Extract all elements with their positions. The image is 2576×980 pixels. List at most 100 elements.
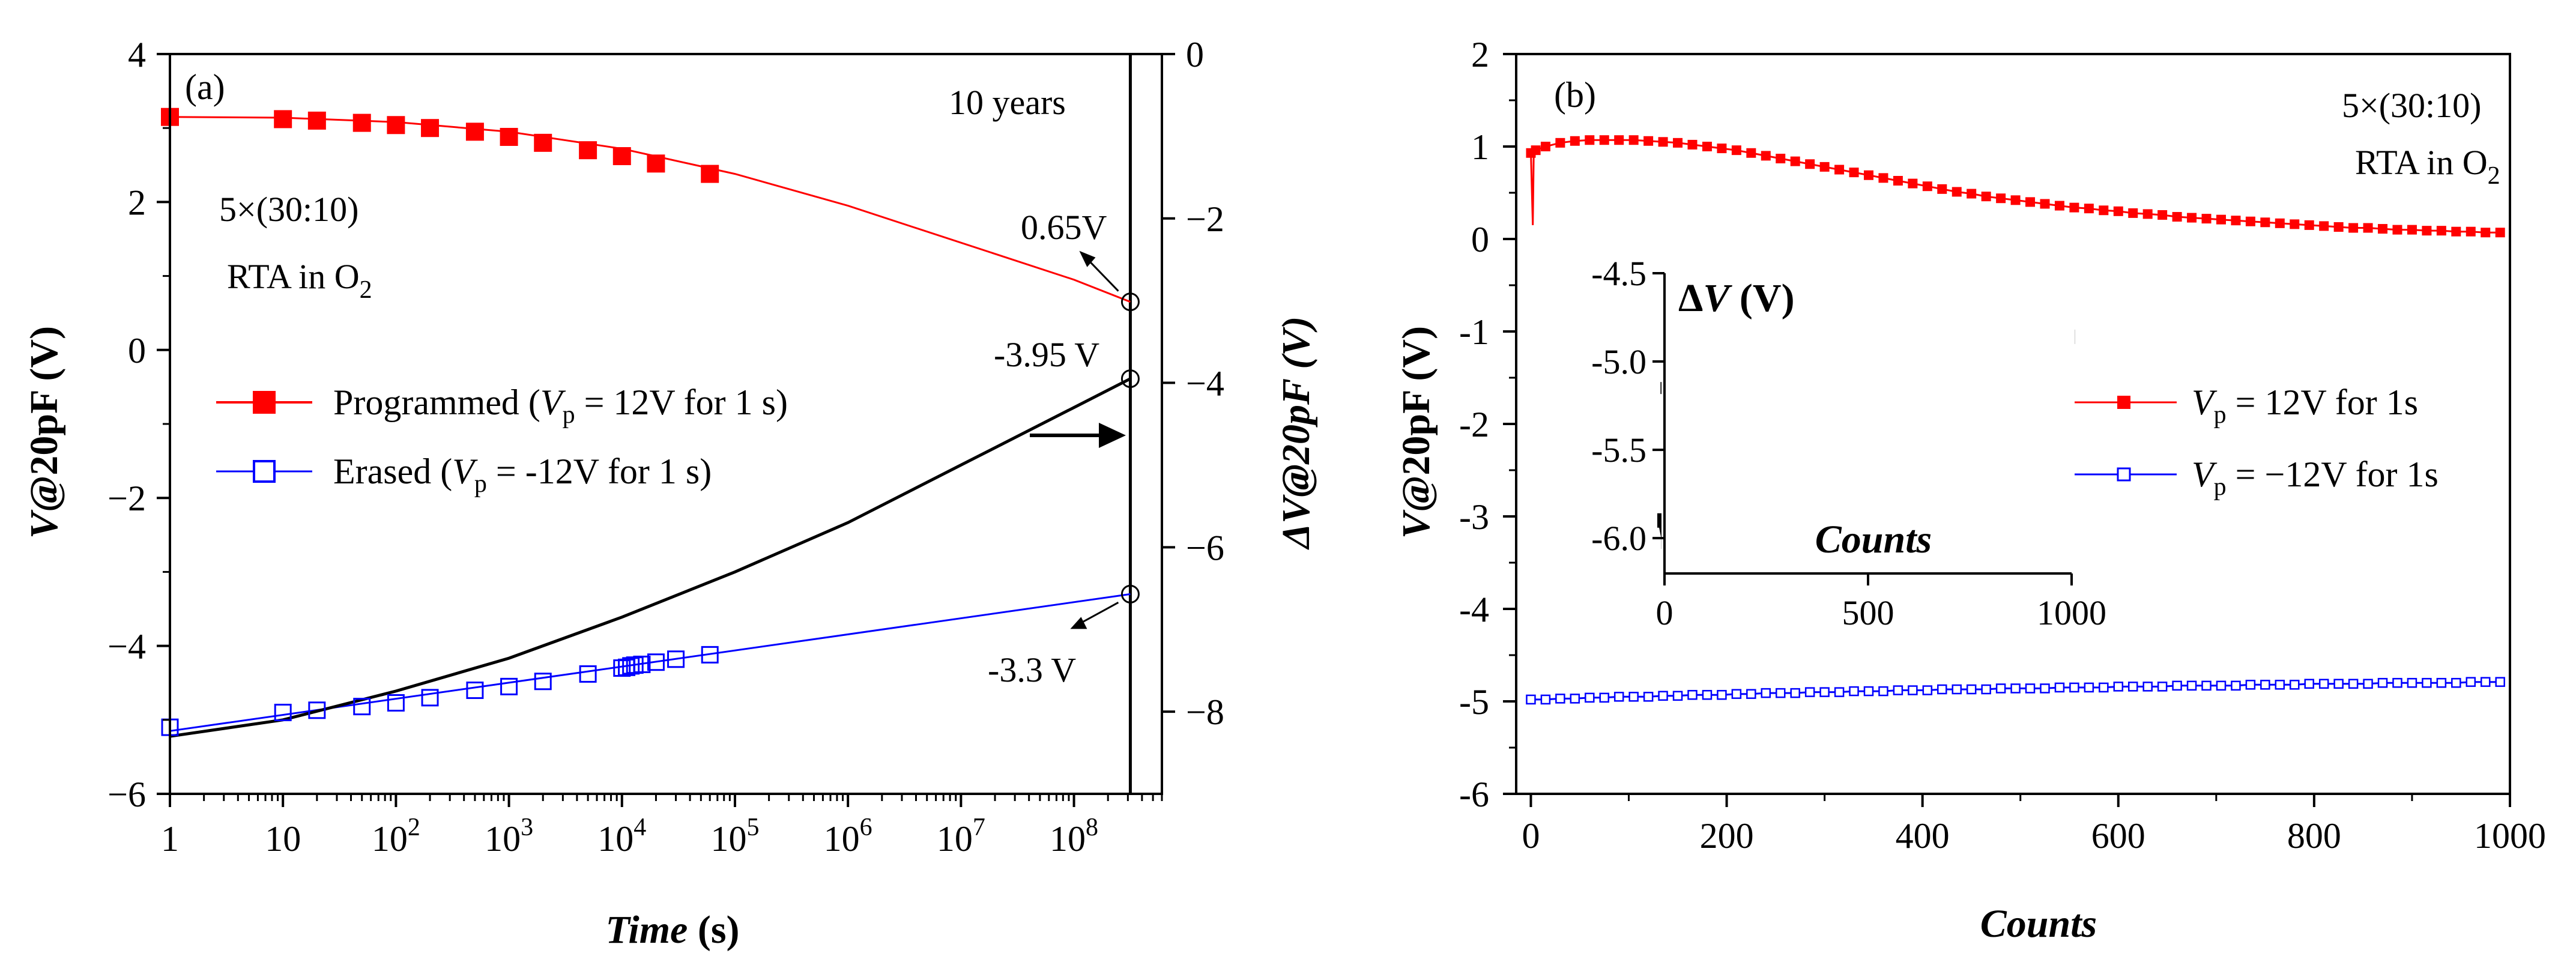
panel-b-point-programmed [1790,156,1800,166]
legend-a-erased-text-3: = -12V for 1 s) [487,452,712,491]
panel-b-point-programmed [1673,138,1683,148]
panel-b-y-tick-label: 2 [1471,35,1489,74]
panel-b-point-erased [2216,680,2227,691]
panel-b-point-programmed [2378,224,2388,234]
panel-a-right-y-axis-title: ΔV@20pF (V) [1274,316,1318,551]
panel-a-window-end-label: -3.95 V [994,335,1099,374]
panel-b-point-erased [1995,683,2006,694]
panel-b-point-erased [1687,689,1698,700]
panel-b-point-programmed [1628,135,1639,145]
panel-a-rta-text: RTA in O [227,257,360,296]
panel-a-x-tick-exp: 3 [521,814,533,841]
panel-a-axis-arrowhead [1099,423,1126,448]
panel-b-point-erased [1922,685,1933,695]
panel-b-point-programmed [1805,159,1815,169]
panel-b-point-programmed [1981,192,1991,202]
panel-b-point-programmed [2231,216,2241,226]
panel-b-point-programmed [2422,226,2432,236]
inset-y-tick-label: -5.5 [1591,431,1646,470]
panel-a-x-tick-base: 10 [265,819,301,859]
panel-b-point-programmed [1531,145,1541,156]
panel-b-point-erased [2363,679,2373,689]
panel-b-point-erased [1878,686,1888,697]
panel-b-point-programmed [1878,173,1888,183]
panel-b-point-programmed [1702,142,1712,151]
legend-a-programmed-text-2: p [563,401,575,429]
panel-b-point-erased [1893,685,1903,695]
panel-b-point-programmed [2245,216,2255,226]
panel-b-point-erased [1570,694,1580,704]
panel-a-fit-programmed [169,116,1131,303]
legend-b-erased-text-0: V [2192,455,2218,494]
panel-a-x-tick-label: 103 [485,814,533,859]
legend-a-erased-text-1: V [452,452,478,491]
panel-b-point-erased [1834,687,1845,697]
panel-b-point-programmed [1687,139,1698,150]
panel-a-sample-label: 5×(30:10) [219,190,358,229]
panel-a-right-y-tick-label: −2 [1186,199,1224,239]
legend-b-programmed-label: Vp = 12V for 1s [2192,383,2418,429]
panel-a-x-tick-label: 107 [937,814,985,859]
panel-a-x-tick-base: 10 [485,819,521,859]
panel-b-point-programmed [1585,135,1595,145]
panel-b-x-tick-label: 800 [2287,816,2341,856]
panel-b-point-programmed [2069,202,2079,213]
panel-b-sample-label: 5×(30:10) [2342,86,2481,125]
inset-y-tick-label: -6.0 [1591,519,1646,558]
panel-b-point-erased [2407,677,2417,688]
panel-a-left-y-title-plain: @20pF (V) [22,326,66,512]
panel-b-point-erased [2275,680,2285,690]
panel-a-x-tick-exp: 6 [860,814,872,841]
panel-a-x-tick-exp: 2 [408,814,420,841]
panel-b-point-programmed [2275,218,2285,228]
panel-b-point-programmed [2128,208,2138,218]
panel-b-point-erased [1775,688,1786,698]
panel-b-plot-area [1526,135,2505,705]
panel-b-point-erased [2113,682,2124,692]
panel-a-left-y-title-italic: V [22,509,66,539]
panel-b-point-erased [2290,680,2300,690]
panel-b-rta-text: RTA in O [2355,143,2488,182]
panel-a-x-tick-base: 1 [161,819,179,859]
panel-b-point-erased [2304,679,2314,689]
panel-a-point-erased [633,655,651,673]
panel-b-point-programmed [2201,214,2212,224]
panel-b-point-erased [2099,682,2109,693]
panel-a-x-tick-base: 10 [597,819,633,859]
panel-a-ten-years-label: 10 years [949,83,1066,122]
panel-b-point-programmed [2304,220,2314,230]
panel-b-label: (b) [1554,75,1596,115]
panel-b-point-erased [1717,689,1727,700]
panel-a-x-tick-base: 10 [824,819,860,859]
panel-b-point-programmed [2010,195,2021,205]
panel-b-x-tick-label: 1000 [2474,816,2546,856]
panel-b-point-programmed [1540,142,1550,151]
panel-b-rta-label: RTA in O2 [2355,143,2500,190]
panel-a-x-tick-base: 10 [937,819,973,859]
panel-a-point-programmed [387,116,405,135]
panel-b-y-tick-label: -2 [1459,405,1489,444]
panel-b-point-erased [2069,682,2079,693]
panel-b-y-tick-label: -1 [1459,312,1489,352]
panel-b-point-programmed [2157,210,2168,220]
panel-b-point-erased [1628,692,1639,702]
panel-b-y-tick-label: -4 [1459,590,1489,629]
panel-b-point-erased [1966,684,1977,695]
panel-b-point-erased [1849,686,1859,697]
panel-a-x-tick-label: 108 [1050,814,1098,859]
panel-a-x-tick-exp: 7 [973,814,985,841]
panel-b-rta-sub: 2 [2488,162,2500,190]
panel-a-left-y-tick-label: −6 [107,775,146,814]
panel-b-point-erased [2377,677,2388,688]
legend-b-erased-label: Vp = −12V for 1s [2192,455,2438,501]
panel-a-x-title-plain: (s) [688,908,739,952]
panel-b-point-programmed [2099,205,2109,216]
panel-b-point-programmed [1952,187,1962,197]
panel-b-axes: 0 200 400 600 800 1000 2 1 0 -1 -2 -3 -4 -5 -6 [1459,35,2546,856]
panel-a-point-erased [667,650,685,668]
panel-b-point-programmed [1776,154,1786,164]
panel-b-point-erased [1613,692,1624,702]
panel-b-point-programmed [1834,165,1845,175]
panel-b-point-erased [2451,677,2461,688]
panel-b-point-programmed [1717,144,1727,154]
